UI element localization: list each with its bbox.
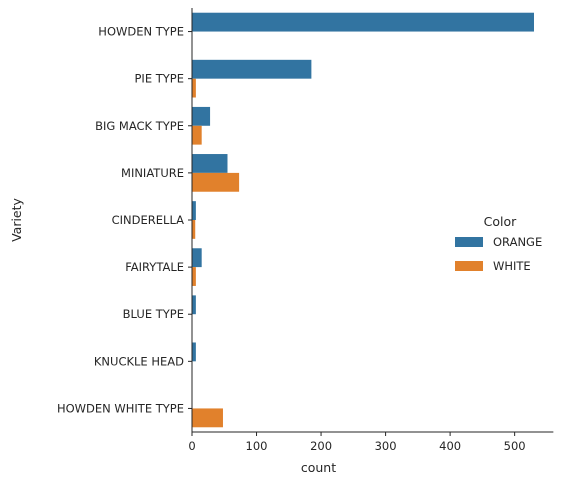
x-tick-label: 500: [504, 439, 526, 453]
y-ticks: HOWDEN TYPE PIE TYPE BIG MACK TYPE MINIATUR…: [57, 25, 192, 415]
y-tick-label: PIE TYPE: [135, 72, 185, 86]
y-tick-label: CINDERELLA: [112, 213, 184, 227]
bar-white-fairytale: [192, 267, 196, 286]
y-axis-label: Variety: [9, 197, 24, 241]
legend-swatch-orange: [455, 237, 483, 247]
y-tick-label: MINIATURE: [121, 166, 184, 180]
bar-orange-howden-type: [192, 12, 534, 32]
bar-white-cinderella: [192, 220, 196, 239]
y-tick-label: BIG MACK TYPE: [95, 119, 184, 133]
x-ticks: 0 100 200 300 400 500: [188, 432, 526, 453]
bar-white-big-mack-type: [192, 125, 202, 145]
x-axis-label: count: [301, 460, 336, 475]
bar-orange-big-mack-type: [192, 106, 211, 126]
y-tick-label: FAIRYTALE: [125, 260, 184, 274]
y-tick-label: HOWDEN WHITE TYPE: [57, 401, 184, 415]
legend-title: Color: [484, 214, 517, 229]
bar-orange-blue-type: [192, 295, 196, 315]
y-tick-label: KNUCKLE HEAD: [94, 354, 184, 368]
bar-white-pie-type: [192, 78, 196, 98]
x-tick-label: 100: [246, 439, 268, 453]
legend: Color ORANGE WHITE: [455, 214, 542, 273]
bar-orange-knuckle-head: [192, 342, 196, 362]
legend-swatch-white: [455, 261, 483, 271]
x-tick-label: 200: [310, 439, 332, 453]
bar-orange-pie-type: [192, 59, 312, 79]
x-tick-label: 300: [375, 439, 397, 453]
y-tick-label: HOWDEN TYPE: [98, 25, 184, 39]
bar-orange-cinderella: [192, 201, 196, 220]
bar-white-howden-white-type: [192, 408, 223, 428]
legend-label-white: WHITE: [493, 259, 531, 273]
bar-orange-fairytale: [192, 248, 202, 268]
bar-orange-miniature: [192, 154, 228, 173]
bar-white-miniature: [192, 172, 240, 192]
x-tick-label: 400: [439, 439, 461, 453]
x-tick-label: 0: [188, 439, 195, 453]
legend-label-orange: ORANGE: [493, 235, 542, 249]
bars-group: [192, 12, 534, 428]
y-tick-label: BLUE TYPE: [123, 307, 184, 321]
